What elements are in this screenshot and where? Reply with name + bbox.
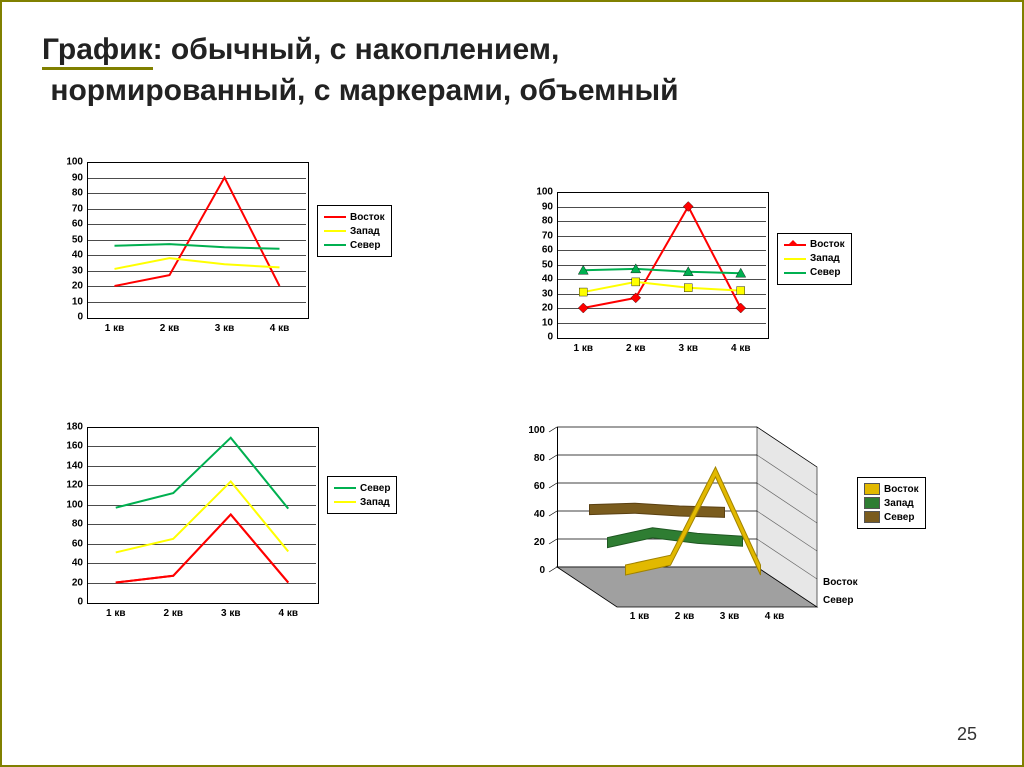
legend-label: Восток <box>350 212 385 223</box>
x-tick-label: 3 кв <box>679 343 699 354</box>
legend-item: Север <box>334 481 390 495</box>
slide: График: обычный, с накоплением, нормиров… <box>0 0 1024 767</box>
title-rest2: нормированный, с маркерами, объемный <box>50 74 678 107</box>
legend-item: Восток <box>864 482 919 496</box>
legend-label: Север <box>360 483 390 494</box>
svg-text:1 кв: 1 кв <box>630 611 650 622</box>
chart-3d-line: 0204060801001 кв2 кв3 кв4 квСеверВостокВ… <box>517 417 947 647</box>
chart-plain-line: 01020304050607080901001 кв2 кв3 кв4 квВо… <box>57 157 427 357</box>
chart-line-markers: 01020304050607080901001 кв2 кв3 кв4 квВо… <box>527 187 907 377</box>
x-tick-label: 4 кв <box>270 323 290 334</box>
legend-label: Запад <box>360 497 390 508</box>
chart-stacked-line: 0204060801001201401601801 кв2 кв3 кв4 кв… <box>57 422 437 642</box>
legend-item: Восток <box>784 238 845 252</box>
legend-label: Запад <box>350 226 380 237</box>
legend-item: Север <box>324 238 385 252</box>
svg-text:100: 100 <box>528 425 545 436</box>
charts-area: 01020304050607080901001 кв2 кв3 кв4 квВо… <box>57 157 967 715</box>
chart-legend: Север Запад <box>327 476 397 514</box>
x-tick-label: 1 кв <box>574 343 594 354</box>
svg-text:Север: Север <box>823 595 853 606</box>
svg-text:80: 80 <box>534 453 546 464</box>
legend-item: Север <box>784 266 845 280</box>
legend-item: Запад <box>324 224 385 238</box>
legend-item: Запад <box>864 496 919 510</box>
svg-text:3 кв: 3 кв <box>720 611 740 622</box>
legend-item: Восток <box>324 210 385 224</box>
title-lead: График <box>42 33 153 70</box>
legend-label: Север <box>884 512 914 523</box>
x-tick-label: 2 кв <box>626 343 646 354</box>
title-rest1: : обычный, с накоплением, <box>153 33 560 66</box>
chart-legend: Восток Запад Север <box>317 205 392 257</box>
svg-text:0: 0 <box>539 565 545 576</box>
legend-label: Запад <box>810 253 840 264</box>
legend-item: Север <box>864 510 919 524</box>
x-tick-label: 4 кв <box>731 343 751 354</box>
legend-label: Север <box>350 240 380 251</box>
legend-label: Запад <box>884 498 914 509</box>
chart-legend: Восток Запад Север <box>777 233 852 285</box>
svg-text:20: 20 <box>534 537 546 548</box>
x-tick-label: 2 кв <box>160 323 180 334</box>
x-tick-label: 3 кв <box>215 323 235 334</box>
page-number: 25 <box>957 724 977 745</box>
legend-label: Восток <box>810 239 845 250</box>
svg-text:60: 60 <box>534 481 546 492</box>
legend-item: Запад <box>784 252 845 266</box>
chart-legend: Восток Запад Север <box>857 477 926 529</box>
svg-text:Восток: Восток <box>823 577 859 588</box>
svg-text:2 кв: 2 кв <box>675 611 695 622</box>
x-tick-label: 2 кв <box>164 608 184 619</box>
x-tick-label: 3 кв <box>221 608 241 619</box>
legend-item: Запад <box>334 495 390 509</box>
svg-text:40: 40 <box>534 509 546 520</box>
x-tick-label: 1 кв <box>105 323 125 334</box>
legend-label: Север <box>810 267 840 278</box>
x-tick-label: 4 кв <box>279 608 299 619</box>
x-tick-label: 1 кв <box>106 608 126 619</box>
svg-text:4 кв: 4 кв <box>765 611 785 622</box>
page-title: График: обычный, с накоплением, нормиров… <box>42 30 982 111</box>
legend-label: Восток <box>884 484 919 495</box>
